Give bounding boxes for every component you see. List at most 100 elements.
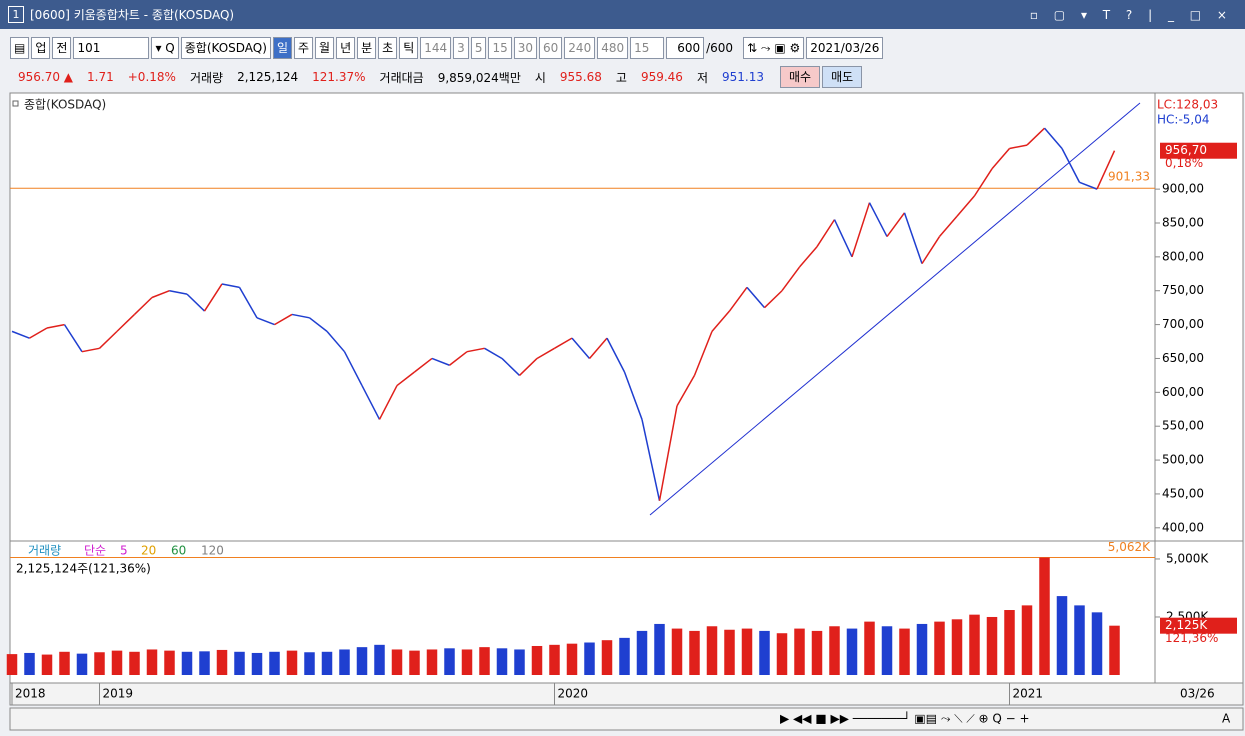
ma-period: 5 [120,544,128,558]
y-tick-label: 500,00 [1162,453,1204,467]
interval-button[interactable]: 480 [597,37,629,59]
y-tick-label: 700,00 [1162,317,1204,331]
ma-label: 단순 [84,544,106,558]
volume-bar [94,652,105,675]
period-button[interactable]: 일 [272,37,292,59]
title-bar: 1 [0600] 키움종합차트 - 종합(KOSDAQ) ▫ ▢ ▾ T ? |… [0,0,1245,29]
interval-button[interactable]: 30 [513,37,538,59]
sell-button[interactable]: 매도 [822,66,863,88]
volume-bar [59,651,70,675]
price-segment [431,357,450,366]
x-tick-label: 2018 [15,687,46,701]
quote-price: 956.70 ▲ [18,70,74,84]
y-tick-label: 600,00 [1162,385,1204,399]
x-tick-label: 2020 [558,687,589,701]
price-segment [378,385,398,420]
interval-button[interactable]: 3 [453,37,469,59]
last-change: 0,18% [1165,156,1203,170]
search-button[interactable]: ▾ Q [151,37,179,59]
volume-bar [566,643,578,675]
volume-bar [216,649,228,675]
price-segment [763,290,783,309]
market-button[interactable]: 업 [31,37,51,59]
price-segment [256,317,275,326]
scroll-controls[interactable]: ▶ ◀◀ ■ ▶▶ ───────┘ ▣▤ ⤳ ⟍ ⟋ ⊕ Q − + [780,711,1030,726]
y-tick-label: 850,00 [1162,215,1204,229]
volume-bar [304,652,315,675]
volume-title: 거래량 [28,544,61,558]
mode-button[interactable]: 전 [52,37,72,59]
price-segment [588,337,608,359]
interval-button[interactable]: 15 [488,37,512,59]
price-segment [133,296,153,315]
window-controls[interactable]: ▫ ▢ ▾ T ? | _ □ × [1029,7,1233,22]
volume-bar [689,630,700,675]
y-tick-label: 750,00 [1162,283,1204,297]
period-button[interactable]: 주 [293,37,314,59]
volume-readout: 2,125,124주(121,36%) [16,562,151,576]
quote-change: 1.71 [87,70,114,84]
price-segment [728,286,748,312]
price-segment [833,219,853,258]
price-segment [973,168,993,197]
price-segment [1009,144,1028,150]
price-legend: 종합(KOSDAQ) [24,98,106,112]
price-segment [63,324,83,353]
buy-button[interactable]: 매수 [780,66,821,88]
volume-bar [234,651,245,675]
y-tick-label: 800,00 [1162,249,1204,263]
toolbar: ▤ 업 전 101 ▾ Q 종합(KOSDAQ) 일 주 월 년 분 초 틱 144 3 5 15 30 60 240… [10,37,884,59]
volume-bar [1109,625,1120,675]
quote-amount-label: 거래대금 [379,70,424,85]
quote-amount: 9,859,024백만 [437,70,521,85]
quote-open-label: 시 [534,70,546,85]
menu-button[interactable]: ▤ [10,37,30,59]
date-input[interactable]: 2021/03/26 [806,37,884,59]
interval-value[interactable]: 15 [630,37,665,59]
volume-bar [181,651,193,675]
interval-button[interactable]: 144 [420,37,452,59]
x-axis-band [9,682,1244,706]
price-segment [693,331,713,376]
period-button[interactable]: 틱 [399,37,419,59]
volume-bar [24,652,35,675]
price-segment [816,219,836,248]
name-field[interactable]: 종합(KOSDAQ) [180,37,271,59]
quote-high-label: 고 [615,70,627,85]
price-segment [903,212,923,264]
window-title: [0600] 키움종합차트 - 종합(KOSDAQ) [30,8,235,22]
volume-bar [811,630,823,675]
price-segment [1026,127,1046,146]
y-tick-label: 450,00 [1162,486,1204,500]
interval-button[interactable]: 240 [564,37,596,59]
count-input[interactable]: 600 [666,37,705,59]
price-segment [921,236,941,265]
price-segment [98,330,118,349]
quote-volume: 2,125,124 [237,70,299,84]
volume-bar [479,647,490,675]
price-segment [1079,181,1098,190]
volume-bar [654,623,665,675]
volume-bar [514,649,525,675]
price-segment [81,347,100,353]
tool-buttons[interactable]: ⇅ ⤳ ▣ ⚙ [743,37,805,59]
period-button[interactable]: 분 [357,37,377,59]
period-button[interactable]: 년 [336,37,356,59]
volume-bar [864,621,875,675]
reference-label: 901,33 [1108,170,1150,184]
price-segment [1096,150,1116,190]
scroll-bar[interactable] [9,707,1244,731]
period-button[interactable]: 초 [378,37,398,59]
price-segment [238,286,258,319]
quote-volume-label: 거래량 [189,70,224,85]
code-input[interactable]: 101 [73,37,150,59]
y-tick-label: 400,00 [1162,520,1204,534]
interval-button[interactable]: 5 [470,37,487,59]
price-segment [938,215,958,238]
text-button[interactable]: A [1222,712,1231,726]
price-segment [798,246,818,268]
interval-button[interactable]: 60 [539,37,563,59]
period-button[interactable]: 월 [315,37,335,59]
price-segment [991,147,1011,170]
